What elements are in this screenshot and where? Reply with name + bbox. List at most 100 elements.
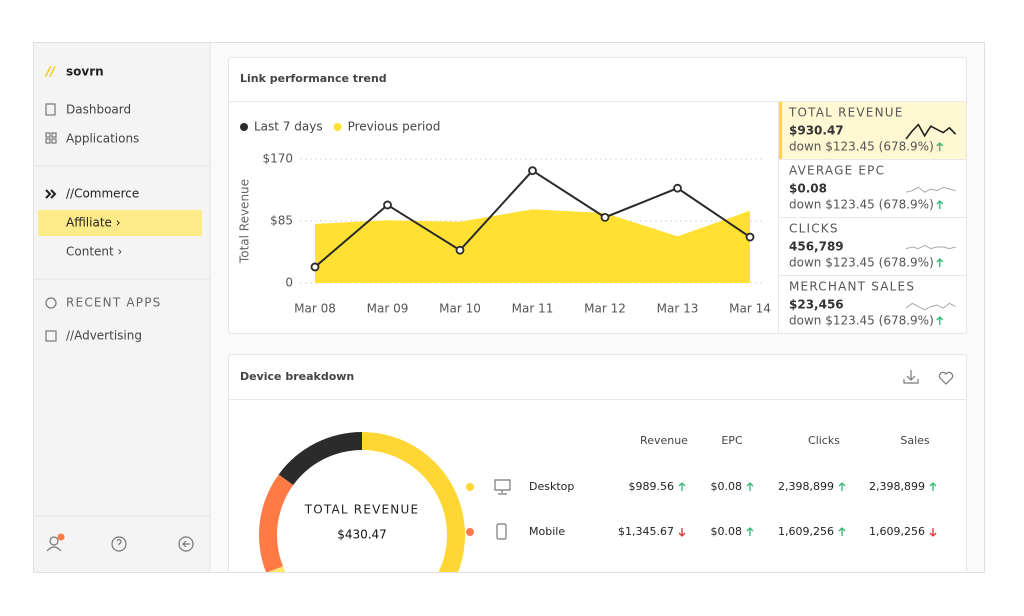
donut-value: $430.47 — [337, 528, 387, 542]
legend-label: Previous period — [348, 120, 441, 134]
device-card — [228, 354, 967, 573]
trend-arrow-down — [929, 528, 937, 537]
active-item-bg — [38, 210, 202, 236]
table-cell: $0.08 — [711, 480, 743, 493]
table-cell: 2,398,899 — [869, 480, 925, 493]
legend-swatch — [240, 123, 248, 131]
device-dot — [466, 528, 474, 536]
logo-mark: // — [44, 65, 56, 79]
nav-section[interactable]: //Commerce — [66, 187, 139, 201]
y-tick-label: 0 — [285, 276, 293, 290]
device-name: Desktop — [529, 480, 574, 493]
x-tick-label: Mar 08 — [294, 302, 336, 316]
mobile-icon — [496, 523, 507, 540]
nav-subitem[interactable]: Affiliate › — [66, 216, 121, 230]
donut-segment — [259, 474, 294, 573]
sparkline — [905, 244, 956, 250]
kpi-selected-bg — [779, 102, 966, 159]
point — [455, 245, 465, 255]
nav-item[interactable]: Dashboard — [66, 103, 131, 117]
kpi-value: $930.47 — [789, 124, 844, 138]
trend-arrow-up — [936, 200, 944, 209]
table-cell: 1,609,256 — [869, 525, 925, 538]
recent-icon — [45, 297, 57, 309]
device-dot — [466, 483, 474, 491]
kpi-label: AVERAGE EPC — [789, 164, 885, 178]
sidebar — [33, 42, 210, 573]
point — [310, 262, 320, 272]
kpi-value: 456,789 — [789, 240, 844, 254]
app: // sovrn Dashboard Applications //Commer… — [33, 42, 985, 573]
point — [745, 232, 755, 242]
trend-arrow-up — [838, 482, 846, 491]
kpi-change: down $123.45 (678.9%) — [789, 198, 934, 212]
kpi-change: down $123.45 (678.9%) — [789, 256, 934, 270]
user-icon[interactable] — [46, 536, 62, 552]
kpi-change: down $123.45 (678.9%) — [789, 314, 934, 328]
trend-chart: 0 $85 $170 Total Revenue Mar 08 Mar 09 Mar 10 M… — [238, 120, 771, 316]
table-cell: $0.08 — [711, 525, 743, 538]
column-header: EPC — [721, 434, 743, 447]
donut-segment — [266, 566, 286, 573]
table-cell: 2,398,899 — [778, 480, 834, 493]
x-tick-label: Mar 10 — [439, 302, 481, 316]
desktop-icon — [494, 479, 511, 495]
kpi-label: TOTAL REVENUE — [788, 106, 904, 120]
x-tick-label: Mar 09 — [367, 302, 409, 316]
point — [673, 183, 682, 193]
donut-chart — [259, 432, 465, 573]
legend-swatch — [333, 123, 342, 131]
column-header: Sales — [900, 434, 930, 447]
logout-icon[interactable] — [178, 536, 194, 552]
logo: sovrn — [66, 65, 104, 79]
column-header: Clicks — [808, 434, 840, 447]
dashboard-icon — [45, 103, 56, 116]
table-cell: $1,345.67 — [618, 525, 674, 538]
y-tick-label: $170 — [262, 152, 293, 166]
kpi-value: $0.08 — [789, 182, 827, 196]
applications-icon — [45, 132, 57, 144]
device-name: Mobile — [529, 525, 565, 538]
card-title: Device breakdown — [240, 370, 354, 383]
y-tick-label: $85 — [270, 214, 293, 228]
sparkline — [905, 123, 957, 140]
help-icon[interactable] — [111, 536, 127, 552]
kpi-label: MERCHANT SALES — [789, 280, 915, 294]
trend-arrow-up — [936, 258, 944, 267]
trend-arrow-up — [929, 482, 937, 491]
kpi-change: down $123.45 (678.9%) — [789, 140, 934, 154]
advertising-icon — [45, 330, 57, 342]
favorite-icon[interactable] — [938, 371, 954, 385]
donut-segment — [278, 432, 362, 486]
frame-border — [33, 42, 985, 573]
trend-arrow-down — [678, 528, 686, 537]
nav-item[interactable]: //Advertising — [66, 329, 142, 343]
commerce-icon — [45, 189, 57, 199]
recent-title: RECENT APPS — [66, 296, 162, 310]
kpi-label: CLICKS — [789, 222, 839, 236]
nav-subitem[interactable]: Content › — [66, 245, 122, 259]
column-header: Revenue — [640, 434, 688, 447]
legend-label: Last 7 days — [254, 120, 323, 134]
kpi-selected-bar — [779, 102, 782, 159]
download-icon[interactable] — [903, 370, 919, 384]
trend-arrow-up — [678, 482, 686, 491]
point — [528, 166, 537, 176]
kpi-value: $23,456 — [789, 298, 844, 312]
point — [600, 212, 610, 222]
trend-arrow-up — [936, 142, 944, 151]
x-tick-label: Mar 11 — [512, 302, 554, 316]
table-cell: 1,609,256 — [778, 525, 834, 538]
sparkline — [905, 302, 956, 311]
nav-item[interactable]: Applications — [66, 132, 139, 146]
trend-arrow-up — [746, 482, 754, 491]
donut-segment — [362, 432, 465, 573]
device-table: Revenue EPC Clicks Sales Desktop $989.56 $0.08… — [466, 434, 937, 540]
y-axis-label: Total Revenue — [238, 179, 252, 264]
trend-arrow-up — [936, 316, 944, 325]
x-tick-label: Mar 13 — [657, 302, 699, 316]
notification-dot — [57, 533, 65, 541]
trend-arrow-up — [746, 527, 754, 536]
